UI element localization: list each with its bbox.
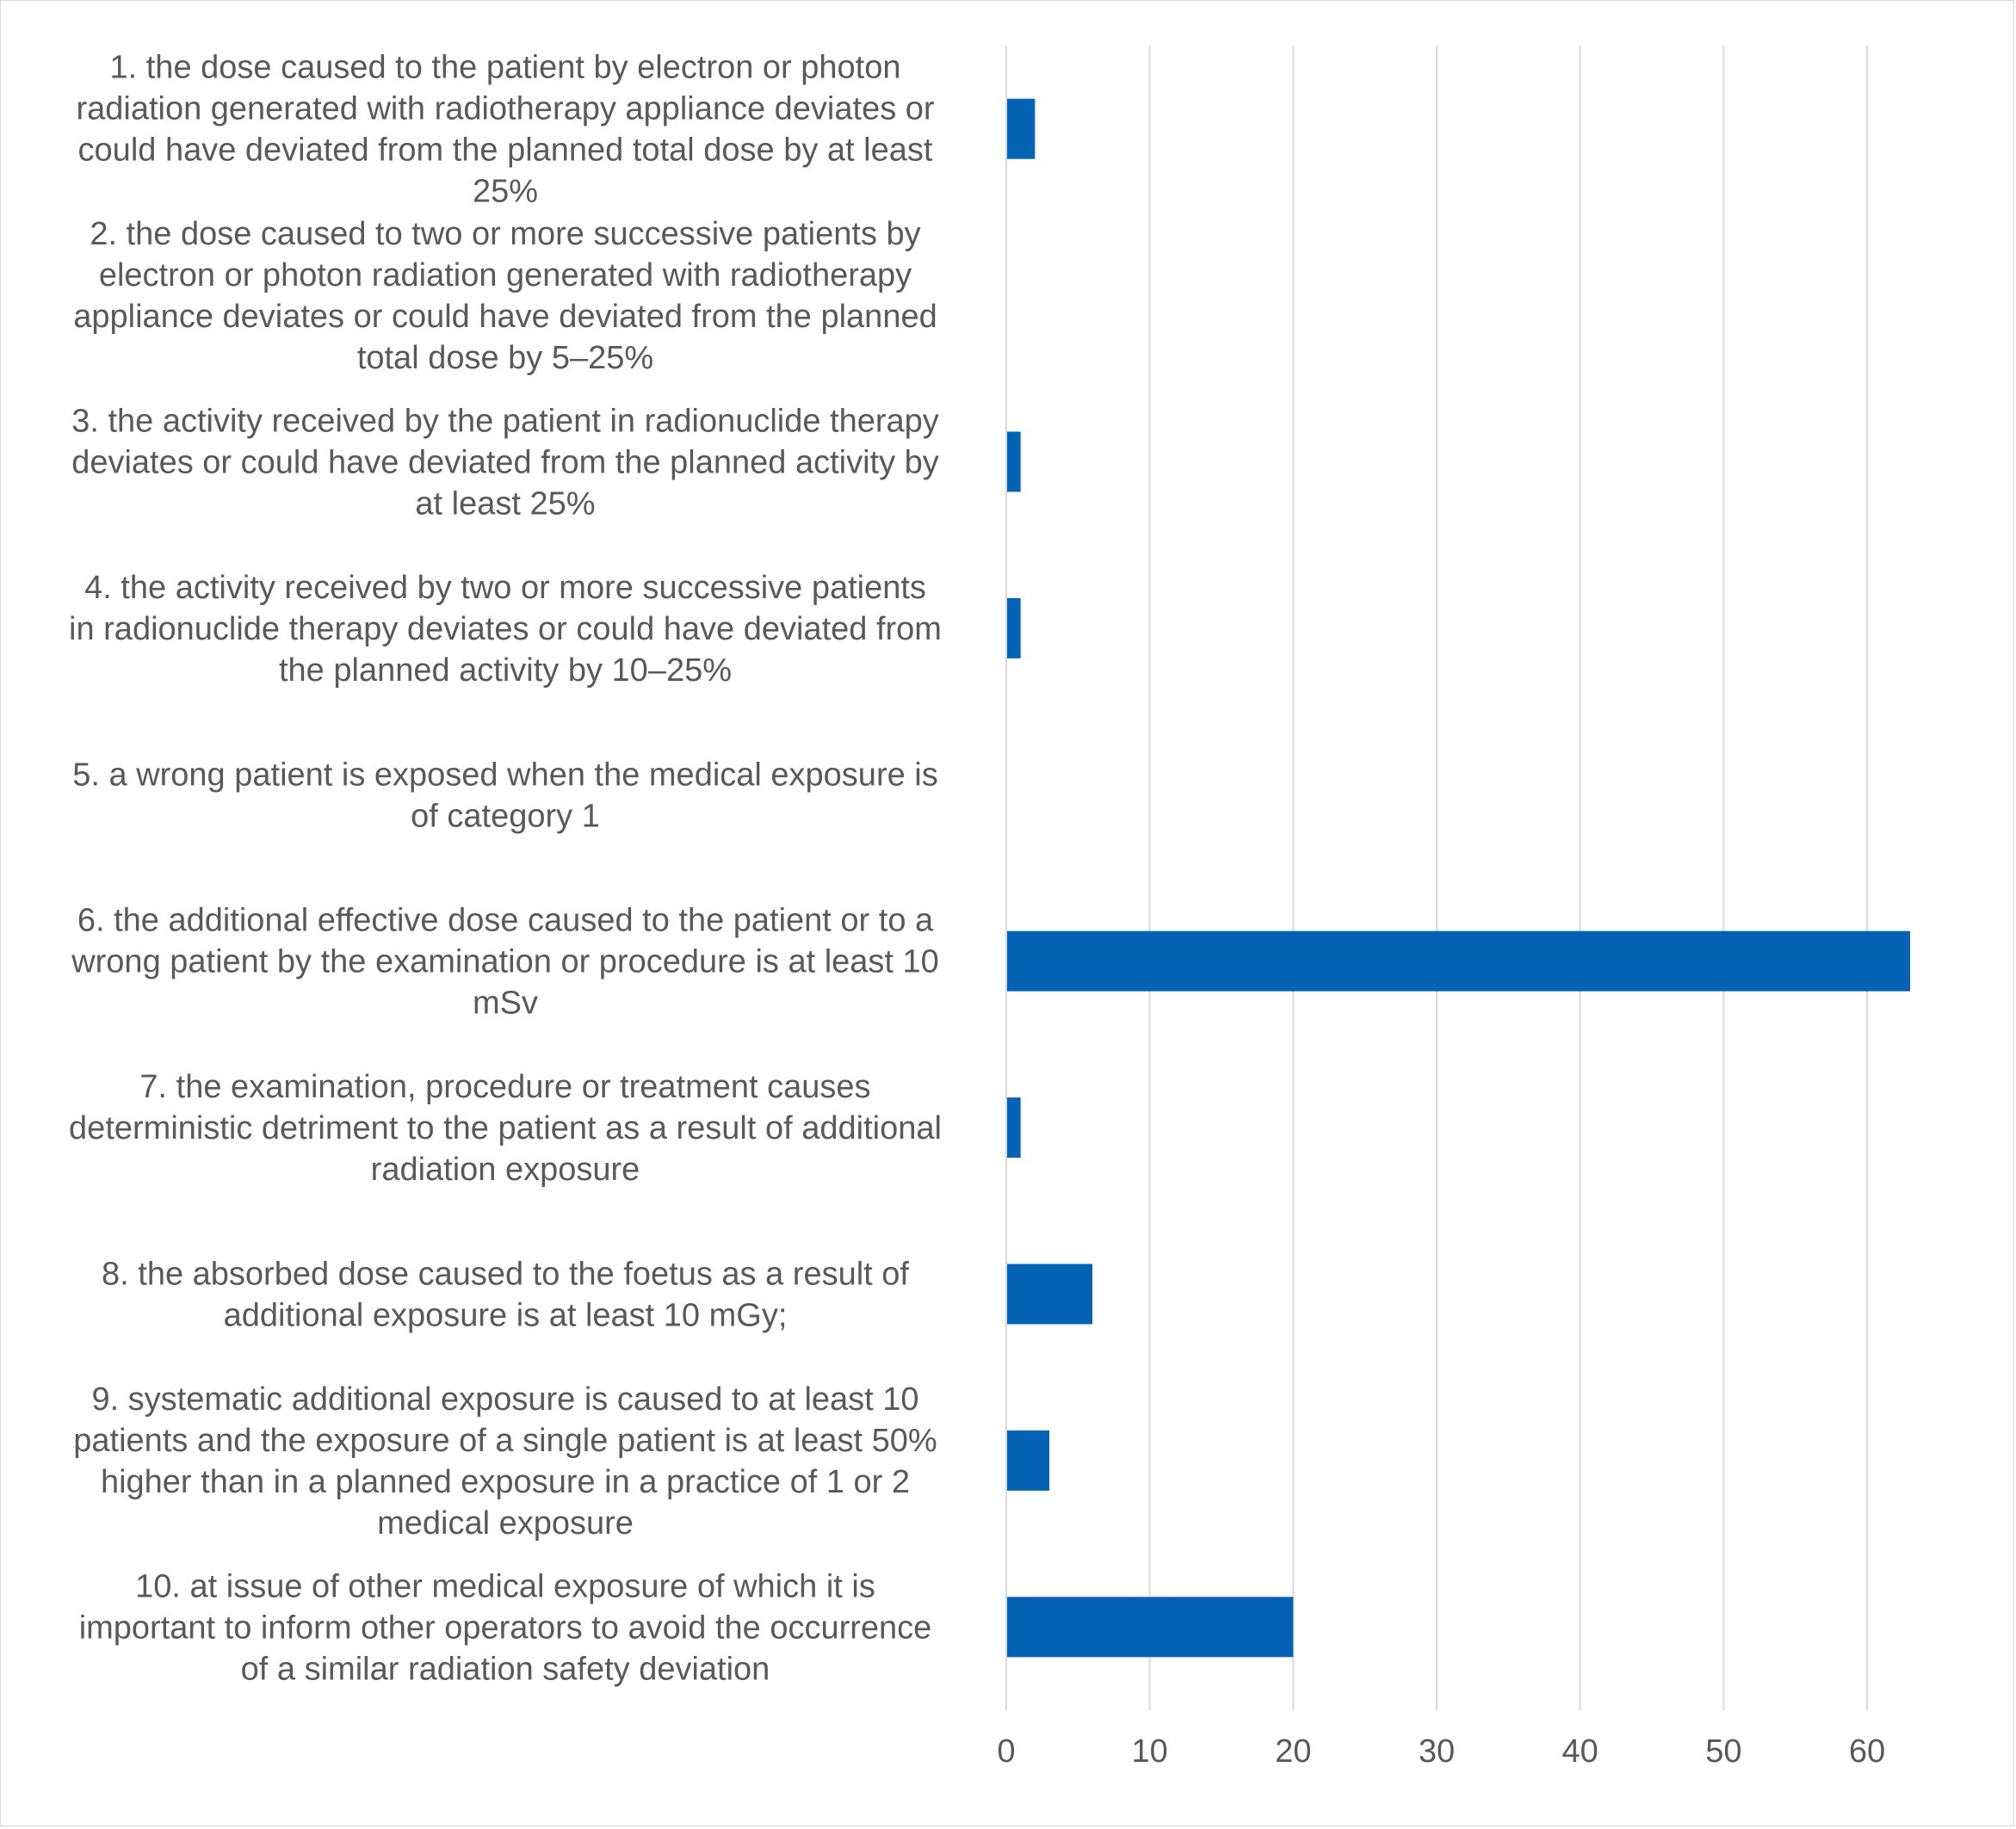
bar-6 xyxy=(1006,930,1910,992)
category-label-line: the planned activity by 10–25% xyxy=(279,652,732,689)
x-tick-label-40: 40 xyxy=(1562,1733,1599,1770)
category-label-line: patients and the exposure of a single pa… xyxy=(73,1423,937,1459)
bars xyxy=(1006,98,1910,1658)
x-tick-label-0: 0 xyxy=(997,1733,1015,1770)
bar-9 xyxy=(1006,1430,1049,1491)
category-label-line: radiation generated with radiotherapy ap… xyxy=(76,91,934,127)
category-label-line: deviates or could have deviated from the… xyxy=(71,445,939,481)
category-label-7: 7. the examination, procedure or treatme… xyxy=(69,1069,942,1188)
category-label-line: 1. the dose caused to the patient by ele… xyxy=(110,50,901,86)
category-label-line: 8. the absorbed dose caused to the foetu… xyxy=(102,1257,909,1293)
x-tick-label-20: 20 xyxy=(1275,1733,1311,1770)
category-label-5: 5. a wrong patient is exposed when the m… xyxy=(72,757,937,834)
x-tick-label-60: 60 xyxy=(1849,1733,1885,1770)
category-label-line: 25% xyxy=(473,174,538,210)
x-tick-label-50: 50 xyxy=(1705,1733,1741,1770)
category-label-10: 10. at issue of other medical exposure o… xyxy=(79,1568,932,1687)
bar-4 xyxy=(1006,597,1021,658)
category-label-line: of a similar radiation safety deviation xyxy=(241,1651,770,1687)
category-label-6: 6. the additional effective dose caused … xyxy=(71,903,939,1022)
category-label-9: 9. systematic additional exposure is cau… xyxy=(73,1381,937,1542)
category-label-line: additional exposure is at least 10 mGy; xyxy=(224,1298,788,1334)
category-label-line: 6. the additional effective dose caused … xyxy=(77,903,934,939)
category-label-line: at least 25% xyxy=(415,486,595,522)
category-label-line: 9. systematic additional exposure is cau… xyxy=(91,1381,918,1418)
category-label-line: 3. the activity received by the patient … xyxy=(71,404,939,440)
bar-10 xyxy=(1006,1597,1294,1658)
category-label-line: appliance deviates or could have deviate… xyxy=(73,299,937,335)
bar-1 xyxy=(1006,98,1036,159)
category-label-line: radiation exposure xyxy=(371,1152,640,1188)
category-label-line: mSv xyxy=(473,986,538,1022)
category-label-line: 2. the dose caused to two or more succes… xyxy=(90,216,920,252)
category-label-line: of category 1 xyxy=(411,798,600,834)
bar-8 xyxy=(1006,1264,1092,1325)
category-labels: 1. the dose caused to the patient by ele… xyxy=(69,50,942,1688)
category-label-line: higher than in a planned exposure in a p… xyxy=(101,1464,910,1500)
category-label-line: 7. the examination, procedure or treatme… xyxy=(139,1069,870,1105)
category-label-4: 4. the activity received by two or more … xyxy=(69,570,942,689)
category-label-3: 3. the activity received by the patient … xyxy=(71,404,939,522)
category-label-line: wrong patient by the examination or proc… xyxy=(71,944,939,980)
bar-3 xyxy=(1006,431,1021,492)
category-label-line: electron or photon radiation generated w… xyxy=(99,257,912,294)
category-label-line: could have deviated from the planned tot… xyxy=(78,133,933,169)
gridlines xyxy=(1148,46,1868,1710)
category-label-line: medical exposure xyxy=(377,1505,634,1542)
category-label-line: important to inform other operators to a… xyxy=(79,1610,932,1646)
category-label-2: 2. the dose caused to two or more succes… xyxy=(73,216,937,376)
category-label-line: 10. at issue of other medical exposure o… xyxy=(135,1568,875,1604)
x-tick-label-10: 10 xyxy=(1132,1733,1168,1770)
category-label-line: 4. the activity received by two or more … xyxy=(84,570,926,606)
category-label-8: 8. the absorbed dose caused to the foetu… xyxy=(102,1257,909,1334)
x-tick-label-30: 30 xyxy=(1419,1733,1455,1770)
category-label-line: in radionuclide therapy deviates or coul… xyxy=(69,611,942,647)
category-label-line: 5. a wrong patient is exposed when the m… xyxy=(72,757,937,793)
category-label-1: 1. the dose caused to the patient by ele… xyxy=(76,50,934,210)
x-tick-labels: 0 10 20 30 40 50 60 xyxy=(997,1733,1885,1770)
category-label-line: total dose by 5–25% xyxy=(357,340,653,376)
category-label-line: deterministic detriment to the patient a… xyxy=(69,1110,942,1146)
bar-7 xyxy=(1006,1097,1021,1159)
